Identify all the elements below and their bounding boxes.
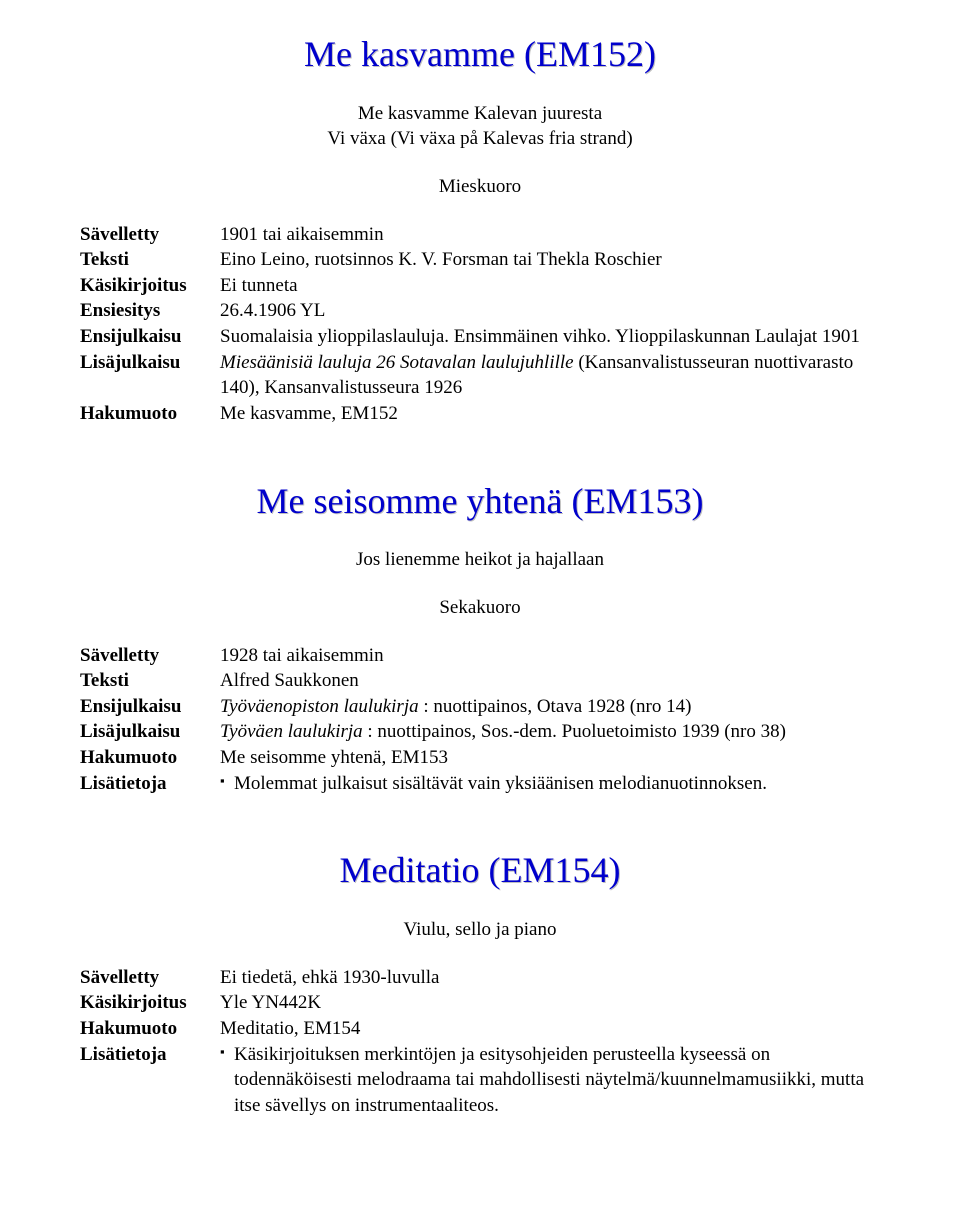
field-value: Me kasvamme, EM152 bbox=[220, 401, 880, 427]
field-row: Sävelletty Ei tiedetä, ehkä 1930-luvulla bbox=[80, 965, 880, 991]
fields-list: Sävelletty Ei tiedetä, ehkä 1930-luvulla… bbox=[80, 965, 880, 1119]
field-value: Työväen laulukirja : nuottipainos, Sos.-… bbox=[220, 719, 880, 745]
bullet-item: Käsikirjoituksen merkintöjen ja esitysoh… bbox=[220, 1042, 880, 1119]
field-label: Lisäjulkaisu bbox=[80, 350, 220, 376]
value-rest: : nuottipainos, Otava 1928 (nro 14) bbox=[419, 696, 692, 717]
field-value: Me seisomme yhtenä, EM153 bbox=[220, 745, 880, 771]
ensemble: Mieskuoro bbox=[80, 174, 880, 200]
field-value: Eino Leino, ruotsinnos K. V. Forsman tai… bbox=[220, 247, 880, 273]
subtitle-line: Me kasvamme Kalevan juuresta bbox=[80, 101, 880, 127]
field-label: Sävelletty bbox=[80, 222, 220, 248]
fields-list: Sävelletty 1928 tai aikaisemmin Teksti A… bbox=[80, 643, 880, 797]
field-value: Ei tunneta bbox=[220, 273, 880, 299]
field-label: Käsikirjoitus bbox=[80, 273, 220, 299]
field-row: Ensiesitys 26.4.1906 YL bbox=[80, 298, 880, 324]
field-row: Teksti Eino Leino, ruotsinnos K. V. Fors… bbox=[80, 247, 880, 273]
field-value: Käsikirjoituksen merkintöjen ja esitysoh… bbox=[220, 1042, 880, 1119]
field-label: Ensiesitys bbox=[80, 298, 220, 324]
italic-title: Työväenopiston laulukirja bbox=[220, 696, 419, 717]
field-label: Hakumuoto bbox=[80, 1016, 220, 1042]
field-row: Käsikirjoitus Ei tunneta bbox=[80, 273, 880, 299]
field-row: Lisäjulkaisu Miesäänisiä lauluja 26 Sota… bbox=[80, 350, 880, 401]
field-value: Suomalaisia ylioppilaslauluja. Ensimmäin… bbox=[220, 324, 880, 350]
field-label: Lisäjulkaisu bbox=[80, 719, 220, 745]
field-value: Miesäänisiä lauluja 26 Sotavalan lauluju… bbox=[220, 350, 880, 401]
field-value: 26.4.1906 YL bbox=[220, 298, 880, 324]
entry-title: Me seisomme yhtenä (EM153) bbox=[80, 477, 880, 526]
field-row: Lisätietoja Molemmat julkaisut sisältävä… bbox=[80, 771, 880, 797]
field-row: Sävelletty 1928 tai aikaisemmin bbox=[80, 643, 880, 669]
entry-title: Me kasvamme (EM152) bbox=[80, 30, 880, 79]
field-label: Ensijulkaisu bbox=[80, 694, 220, 720]
field-row: Lisäjulkaisu Työväen laulukirja : nuotti… bbox=[80, 719, 880, 745]
value-rest: : nuottipainos, Sos.-dem. Puoluetoimisto… bbox=[363, 721, 786, 742]
field-value: Yle YN442K bbox=[220, 990, 880, 1016]
catalog-entry: Me seisomme yhtenä (EM153) Jos lienemme … bbox=[80, 477, 880, 797]
entry-title: Meditatio (EM154) bbox=[80, 846, 880, 895]
subtitle-block: Me kasvamme Kalevan juuresta Vi växa (Vi… bbox=[80, 101, 880, 152]
ensemble: Viulu, sello ja piano bbox=[80, 917, 880, 943]
field-row: Lisätietoja Käsikirjoituksen merkintöjen… bbox=[80, 1042, 880, 1119]
italic-title: Työväen laulukirja bbox=[220, 721, 363, 742]
field-value: 1928 tai aikaisemmin bbox=[220, 643, 880, 669]
field-label: Lisätietoja bbox=[80, 1042, 220, 1068]
field-label: Hakumuoto bbox=[80, 745, 220, 771]
field-label: Hakumuoto bbox=[80, 401, 220, 427]
field-row: Ensijulkaisu Suomalaisia ylioppilaslaulu… bbox=[80, 324, 880, 350]
field-value: Alfred Saukkonen bbox=[220, 668, 880, 694]
bullet-item: Molemmat julkaisut sisältävät vain yksiä… bbox=[220, 771, 880, 797]
catalog-entry: Me kasvamme (EM152) Me kasvamme Kalevan … bbox=[80, 30, 880, 427]
field-value: Työväenopiston laulukirja : nuottipainos… bbox=[220, 694, 880, 720]
field-value: 1901 tai aikaisemmin bbox=[220, 222, 880, 248]
field-row: Hakumuoto Me seisomme yhtenä, EM153 bbox=[80, 745, 880, 771]
field-value: Ei tiedetä, ehkä 1930-luvulla bbox=[220, 965, 880, 991]
field-value: Meditatio, EM154 bbox=[220, 1016, 880, 1042]
field-label: Teksti bbox=[80, 247, 220, 273]
fields-list: Sävelletty 1901 tai aikaisemmin Teksti E… bbox=[80, 222, 880, 427]
field-row: Käsikirjoitus Yle YN442K bbox=[80, 990, 880, 1016]
field-row: Hakumuoto Meditatio, EM154 bbox=[80, 1016, 880, 1042]
subtitle-line: Jos lienemme heikot ja hajallaan bbox=[80, 547, 880, 573]
ensemble: Sekakuoro bbox=[80, 595, 880, 621]
field-row: Teksti Alfred Saukkonen bbox=[80, 668, 880, 694]
field-label: Teksti bbox=[80, 668, 220, 694]
field-label: Käsikirjoitus bbox=[80, 990, 220, 1016]
field-row: Sävelletty 1901 tai aikaisemmin bbox=[80, 222, 880, 248]
field-value: Molemmat julkaisut sisältävät vain yksiä… bbox=[220, 771, 880, 797]
subtitle-line: Vi växa (Vi växa på Kalevas fria strand) bbox=[80, 126, 880, 152]
field-label: Sävelletty bbox=[80, 965, 220, 991]
field-row: Hakumuoto Me kasvamme, EM152 bbox=[80, 401, 880, 427]
field-label: Lisätietoja bbox=[80, 771, 220, 797]
italic-title: Miesäänisiä lauluja 26 Sotavalan lauluju… bbox=[220, 352, 574, 373]
field-label: Sävelletty bbox=[80, 643, 220, 669]
subtitle-block: Jos lienemme heikot ja hajallaan bbox=[80, 547, 880, 573]
field-row: Ensijulkaisu Työväenopiston laulukirja :… bbox=[80, 694, 880, 720]
field-label: Ensijulkaisu bbox=[80, 324, 220, 350]
catalog-entry: Meditatio (EM154) Viulu, sello ja piano … bbox=[80, 846, 880, 1118]
